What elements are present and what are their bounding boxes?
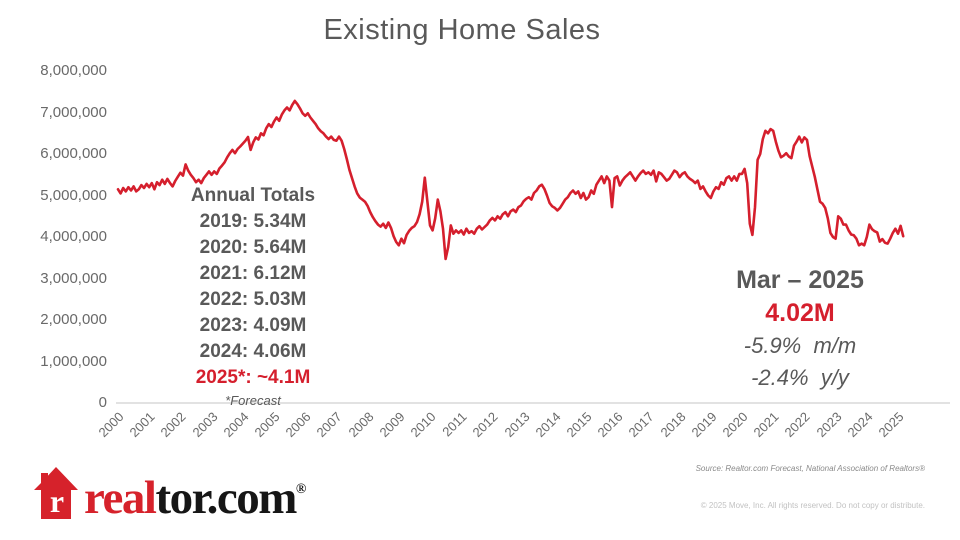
logo-text-real: real	[84, 472, 157, 524]
logo-letter-r: r	[50, 483, 64, 519]
latest-yoy-change: -2.4% y/y	[751, 365, 849, 390]
y-tick-label: 2,000,000	[40, 311, 107, 328]
source-note: Source: Realtor.com Forecast, National A…	[695, 464, 925, 473]
annual-total-row: 2019: 5.34M	[199, 211, 307, 232]
annual-totals-rows: 2019: 5.34M 2020: 5.64M 2021: 6.12M 2022: 5…	[133, 209, 373, 365]
annual-total-row: 2020: 5.64M	[199, 237, 307, 258]
y-tick-label: 5,000,000	[40, 186, 107, 204]
annual-totals-forecast-row: 2025*: ~4.1M	[195, 367, 311, 388]
copyright-note: © 2025 Move, Inc. All rights reserved. D…	[700, 501, 925, 510]
y-tick-label: 1,000,000	[40, 352, 107, 370]
latest-reading-annotation: Mar – 2025 4.02M -5.9% m/m -2.4% y/y	[683, 264, 917, 394]
annual-total-row: 2024: 4.06M	[199, 341, 307, 362]
forecast-note: *Forecast	[225, 393, 281, 408]
y-tick-label: 6,000,000	[40, 145, 107, 162]
annual-totals-heading: Annual Totals	[190, 185, 316, 206]
latest-mom-change: -5.9% m/m	[743, 333, 857, 358]
page-title: Existing Home Sales	[323, 14, 601, 46]
annual-total-row: 2023: 4.09M	[199, 315, 307, 336]
annual-totals-annotation: Annual Totals 2019: 5.34M 2020: 5.64M 2021…	[133, 183, 373, 411]
y-tick-label: 0	[98, 394, 107, 411]
realtor-house-icon: r	[34, 467, 78, 519]
registered-mark: ®	[295, 482, 307, 497]
annual-total-row: 2022: 5.03M	[199, 289, 307, 310]
y-tick-label: 4,000,000	[40, 228, 107, 245]
y-tick-label: 7,000,000	[40, 103, 107, 121]
logo-wordmark: realtor.com®	[84, 462, 306, 526]
latest-period: Mar – 2025	[736, 266, 864, 294]
y-tick-label: 8,000,000	[40, 62, 107, 79]
y-tick-label: 3,000,000	[40, 269, 107, 287]
sales-trend-line	[116, 99, 905, 261]
latest-value: 4.02M	[765, 299, 835, 327]
annual-total-row: 2021: 6.12M	[199, 263, 307, 284]
logo-text-torcom: tor.com	[155, 472, 297, 524]
